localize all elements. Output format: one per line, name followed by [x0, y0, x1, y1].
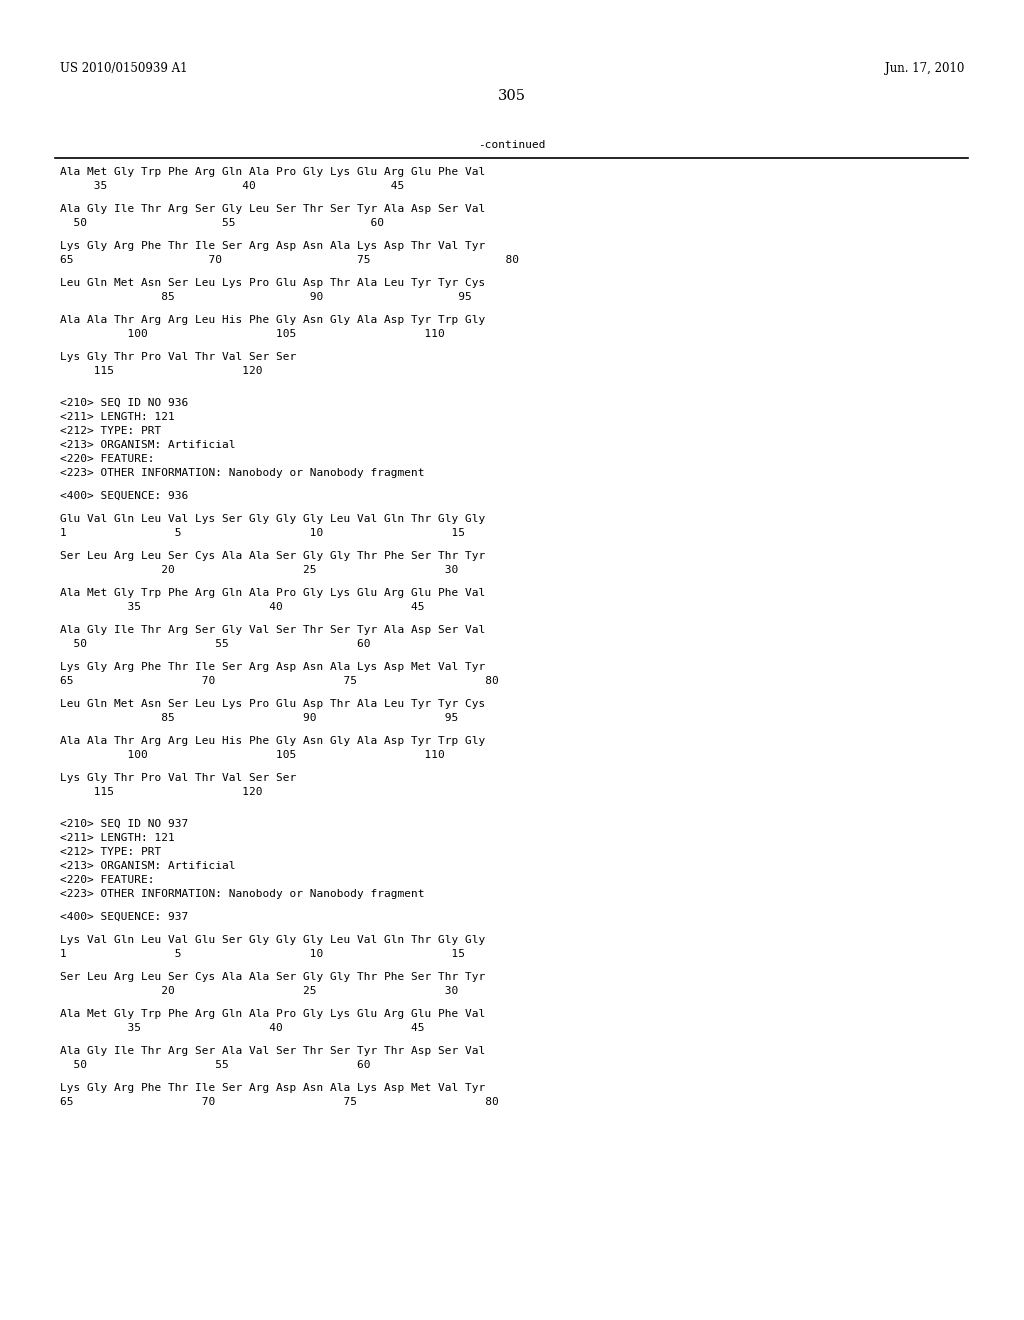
Text: 50                    55                    60: 50 55 60	[60, 218, 384, 228]
Text: 20                   25                   30: 20 25 30	[60, 565, 459, 576]
Text: Ser Leu Arg Leu Ser Cys Ala Ala Ser Gly Gly Thr Phe Ser Thr Tyr: Ser Leu Arg Leu Ser Cys Ala Ala Ser Gly …	[60, 972, 485, 982]
Text: Lys Val Gln Leu Val Glu Ser Gly Gly Gly Leu Val Gln Thr Gly Gly: Lys Val Gln Leu Val Glu Ser Gly Gly Gly …	[60, 935, 485, 945]
Text: 65                   70                   75                   80: 65 70 75 80	[60, 1097, 499, 1107]
Text: <223> OTHER INFORMATION: Nanobody or Nanobody fragment: <223> OTHER INFORMATION: Nanobody or Nan…	[60, 888, 425, 899]
Text: Lys Gly Arg Phe Thr Ile Ser Arg Asp Asn Ala Lys Asp Thr Val Tyr: Lys Gly Arg Phe Thr Ile Ser Arg Asp Asn …	[60, 242, 485, 251]
Text: 115                   120: 115 120	[60, 366, 262, 376]
Text: Ala Ala Thr Arg Arg Leu His Phe Gly Asn Gly Ala Asp Tyr Trp Gly: Ala Ala Thr Arg Arg Leu His Phe Gly Asn …	[60, 315, 485, 325]
Text: Ala Gly Ile Thr Arg Ser Gly Val Ser Thr Ser Tyr Ala Asp Ser Val: Ala Gly Ile Thr Arg Ser Gly Val Ser Thr …	[60, 624, 485, 635]
Text: Leu Gln Met Asn Ser Leu Lys Pro Glu Asp Thr Ala Leu Tyr Tyr Cys: Leu Gln Met Asn Ser Leu Lys Pro Glu Asp …	[60, 279, 485, 288]
Text: Ser Leu Arg Leu Ser Cys Ala Ala Ser Gly Gly Thr Phe Ser Thr Tyr: Ser Leu Arg Leu Ser Cys Ala Ala Ser Gly …	[60, 550, 485, 561]
Text: <211> LENGTH: 121: <211> LENGTH: 121	[60, 833, 175, 843]
Text: 35                   40                   45: 35 40 45	[60, 602, 425, 612]
Text: Ala Met Gly Trp Phe Arg Gln Ala Pro Gly Lys Glu Arg Glu Phe Val: Ala Met Gly Trp Phe Arg Gln Ala Pro Gly …	[60, 587, 485, 598]
Text: Glu Val Gln Leu Val Lys Ser Gly Gly Gly Leu Val Gln Thr Gly Gly: Glu Val Gln Leu Val Lys Ser Gly Gly Gly …	[60, 513, 485, 524]
Text: 85                   90                   95: 85 90 95	[60, 713, 459, 723]
Text: 100                   105                   110: 100 105 110	[60, 750, 444, 760]
Text: -continued: -continued	[478, 140, 546, 150]
Text: Ala Met Gly Trp Phe Arg Gln Ala Pro Gly Lys Glu Arg Glu Phe Val: Ala Met Gly Trp Phe Arg Gln Ala Pro Gly …	[60, 1008, 485, 1019]
Text: 35                   40                   45: 35 40 45	[60, 1023, 425, 1034]
Text: <400> SEQUENCE: 937: <400> SEQUENCE: 937	[60, 912, 188, 921]
Text: <213> ORGANISM: Artificial: <213> ORGANISM: Artificial	[60, 440, 236, 450]
Text: 1                5                   10                   15: 1 5 10 15	[60, 528, 465, 539]
Text: 85                    90                    95: 85 90 95	[60, 292, 472, 302]
Text: <212> TYPE: PRT: <212> TYPE: PRT	[60, 426, 161, 436]
Text: 115                   120: 115 120	[60, 787, 262, 797]
Text: <211> LENGTH: 121: <211> LENGTH: 121	[60, 412, 175, 422]
Text: <210> SEQ ID NO 937: <210> SEQ ID NO 937	[60, 818, 188, 829]
Text: 305: 305	[498, 88, 526, 103]
Text: 100                   105                   110: 100 105 110	[60, 329, 444, 339]
Text: US 2010/0150939 A1: US 2010/0150939 A1	[60, 62, 187, 75]
Text: <223> OTHER INFORMATION: Nanobody or Nanobody fragment: <223> OTHER INFORMATION: Nanobody or Nan…	[60, 469, 425, 478]
Text: 20                   25                   30: 20 25 30	[60, 986, 459, 997]
Text: 65                   70                   75                   80: 65 70 75 80	[60, 676, 499, 686]
Text: <400> SEQUENCE: 936: <400> SEQUENCE: 936	[60, 491, 188, 502]
Text: <220> FEATURE:: <220> FEATURE:	[60, 454, 155, 465]
Text: 50                   55                   60: 50 55 60	[60, 639, 371, 649]
Text: 1                5                   10                   15: 1 5 10 15	[60, 949, 465, 960]
Text: Jun. 17, 2010: Jun. 17, 2010	[885, 62, 964, 75]
Text: Lys Gly Thr Pro Val Thr Val Ser Ser: Lys Gly Thr Pro Val Thr Val Ser Ser	[60, 352, 296, 362]
Text: <220> FEATURE:: <220> FEATURE:	[60, 875, 155, 884]
Text: <210> SEQ ID NO 936: <210> SEQ ID NO 936	[60, 399, 188, 408]
Text: 50                   55                   60: 50 55 60	[60, 1060, 371, 1071]
Text: Ala Met Gly Trp Phe Arg Gln Ala Pro Gly Lys Glu Arg Glu Phe Val: Ala Met Gly Trp Phe Arg Gln Ala Pro Gly …	[60, 168, 485, 177]
Text: 35                    40                    45: 35 40 45	[60, 181, 404, 191]
Text: Leu Gln Met Asn Ser Leu Lys Pro Glu Asp Thr Ala Leu Tyr Tyr Cys: Leu Gln Met Asn Ser Leu Lys Pro Glu Asp …	[60, 700, 485, 709]
Text: 65                    70                    75                    80: 65 70 75 80	[60, 255, 519, 265]
Text: <212> TYPE: PRT: <212> TYPE: PRT	[60, 847, 161, 857]
Text: Lys Gly Arg Phe Thr Ile Ser Arg Asp Asn Ala Lys Asp Met Val Tyr: Lys Gly Arg Phe Thr Ile Ser Arg Asp Asn …	[60, 1082, 485, 1093]
Text: Ala Ala Thr Arg Arg Leu His Phe Gly Asn Gly Ala Asp Tyr Trp Gly: Ala Ala Thr Arg Arg Leu His Phe Gly Asn …	[60, 737, 485, 746]
Text: <213> ORGANISM: Artificial: <213> ORGANISM: Artificial	[60, 861, 236, 871]
Text: Ala Gly Ile Thr Arg Ser Ala Val Ser Thr Ser Tyr Thr Asp Ser Val: Ala Gly Ile Thr Arg Ser Ala Val Ser Thr …	[60, 1045, 485, 1056]
Text: Lys Gly Thr Pro Val Thr Val Ser Ser: Lys Gly Thr Pro Val Thr Val Ser Ser	[60, 774, 296, 783]
Text: Ala Gly Ile Thr Arg Ser Gly Leu Ser Thr Ser Tyr Ala Asp Ser Val: Ala Gly Ile Thr Arg Ser Gly Leu Ser Thr …	[60, 205, 485, 214]
Text: Lys Gly Arg Phe Thr Ile Ser Arg Asp Asn Ala Lys Asp Met Val Tyr: Lys Gly Arg Phe Thr Ile Ser Arg Asp Asn …	[60, 663, 485, 672]
